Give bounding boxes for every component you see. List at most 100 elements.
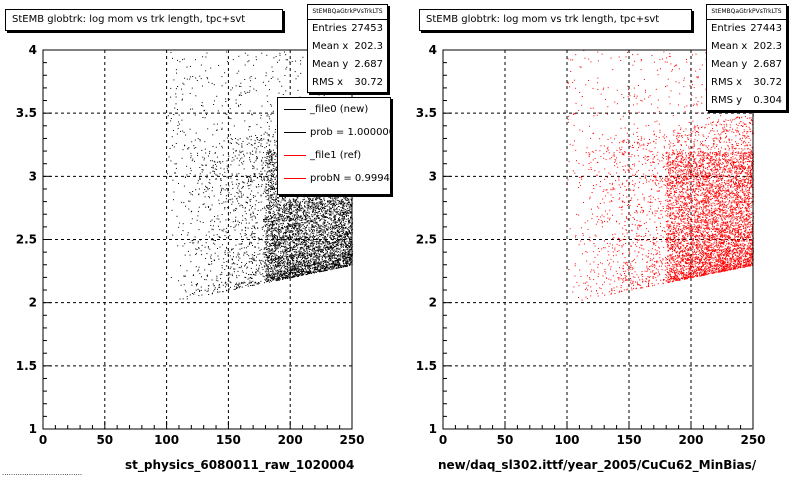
data-point [349,210,351,212]
data-point [324,247,326,249]
data-point [288,248,289,249]
data-point [328,248,330,250]
data-point [270,161,272,163]
data-point [260,138,262,140]
data-point [269,250,271,252]
data-point [222,161,224,163]
data-point [277,228,279,230]
data-point [344,217,345,219]
data-point [297,209,298,210]
data-point [349,195,351,197]
data-point [318,256,320,258]
data-point [199,173,201,175]
data-point [346,238,348,240]
data-point [288,216,289,218]
data-point [276,240,278,242]
data-point [319,249,321,251]
data-point [253,173,255,175]
data-point [350,212,352,214]
data-point [326,245,328,247]
data-point [285,205,287,207]
data-point [289,231,291,233]
data-point [289,276,291,278]
data-point [305,219,307,221]
data-point [297,256,299,258]
data-point [290,269,292,270]
data-point [318,266,320,268]
data-point [186,165,188,167]
data-point [344,211,346,213]
data-point [271,187,273,188]
data-point [277,219,279,221]
data-point [272,262,274,264]
data-point [330,234,332,236]
data-point [202,156,204,158]
data-point [298,237,300,239]
data-point [216,161,218,163]
data-point [257,253,259,255]
data-point [345,209,347,211]
data-point [276,235,278,237]
data-point [170,52,172,53]
data-point [221,145,223,147]
data-point [293,258,295,260]
data-point [214,287,216,289]
data-point [201,169,203,170]
data-point [230,193,232,195]
data-point [278,213,280,215]
data-point [319,263,321,265]
data-point [347,212,349,214]
data-point [303,269,305,271]
data-point [253,179,255,181]
data-point [283,232,285,234]
data-point [241,205,243,207]
data-point [325,213,327,214]
data-point [316,230,317,232]
data-point [275,248,277,250]
data-point [340,213,342,215]
data-point [345,211,347,213]
data-point [337,245,339,247]
data-point [315,268,317,270]
data-point [211,82,213,84]
data-point [332,206,333,208]
data-point [344,241,346,243]
data-point [311,224,313,226]
data-point [189,128,191,130]
data-point [350,226,352,228]
data-point [228,277,230,279]
data-point [268,252,270,254]
data-point [167,115,169,117]
data-point [331,266,333,268]
data-point [239,285,241,287]
data-point [295,230,297,232]
data-point [299,222,301,224]
data-point [235,256,237,258]
data-point [232,59,234,61]
data-point [309,200,311,202]
data-point [272,186,274,188]
data-point [289,275,291,277]
data-point [340,194,342,196]
data-point [272,136,274,138]
data-point [275,253,277,255]
data-point [284,275,286,277]
data-point [295,239,296,241]
data-point [271,195,273,197]
data-point [252,245,253,246]
data-point [213,171,215,173]
data-point [271,161,273,163]
data-point [288,229,290,231]
data-point [257,146,259,148]
data-point [220,167,222,169]
data-point [268,212,270,214]
data-point [286,257,288,259]
data-point [303,241,305,243]
data-point [260,280,262,282]
data-point [260,143,262,145]
data-point [268,221,270,222]
data-point [256,156,257,158]
data-point [335,202,337,204]
data-point [273,236,275,238]
data-point [244,207,246,209]
